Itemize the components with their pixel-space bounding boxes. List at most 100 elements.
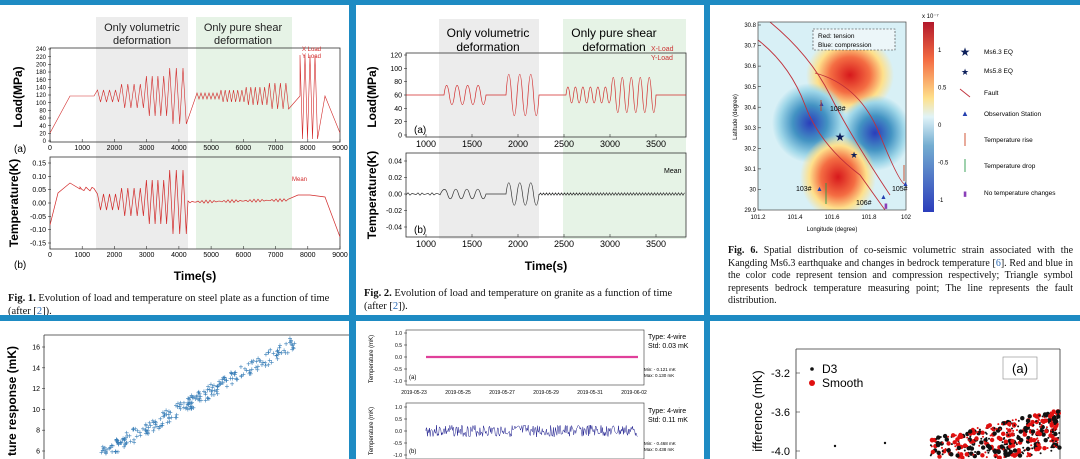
- x-tick-label: 2500: [554, 139, 574, 149]
- load-tick-label: 0: [398, 132, 402, 139]
- scatter-point: +: [290, 345, 295, 354]
- temp-tick-label: 0.05: [32, 187, 46, 194]
- tag-a: (a): [409, 375, 416, 381]
- ref-link[interactable]: 6: [995, 257, 1001, 269]
- diff-point: [1033, 446, 1036, 449]
- diff-point: [936, 450, 941, 455]
- scatter-point: +: [110, 442, 115, 451]
- scatter-point: +: [276, 350, 281, 359]
- triangle-icon: ▲: [880, 194, 887, 201]
- ts-b-y-label: Temperature (mK): [369, 407, 375, 455]
- temperature-curve: [405, 182, 685, 206]
- diff-point: [1022, 452, 1025, 455]
- scatter-point: +: [269, 358, 274, 367]
- ref-link[interactable]: 2: [392, 300, 399, 312]
- scatter-point: +: [179, 400, 184, 409]
- diff-point: [929, 454, 932, 457]
- temp-x-ticks: 0 1000 2000 3000 4000 5000 6000 7000 8000 9000: [48, 246, 348, 259]
- scatter-point: +: [275, 346, 280, 355]
- scatter-point: +: [282, 346, 287, 355]
- temp-tick-label: 0.00: [388, 191, 402, 198]
- scatter-point: +: [267, 356, 272, 365]
- diff-point: [1026, 422, 1029, 425]
- scatter-point: +: [186, 400, 191, 409]
- scatter-point: +: [196, 387, 201, 396]
- scatter-y-ticks: 16 14 12 10 8 6: [32, 344, 45, 455]
- scatter-point: +: [258, 357, 263, 366]
- scatter-point: +: [147, 419, 152, 428]
- scatter-point: +: [146, 423, 151, 432]
- scatter-point: +: [215, 389, 220, 398]
- ts-b-y-ticks: 1.0 0.5 0.0 -0.5 -1.0: [393, 405, 407, 459]
- diff-point: [1007, 434, 1010, 437]
- diff-point: [972, 453, 975, 456]
- diff-point: [883, 441, 887, 445]
- diff-point: [1045, 426, 1048, 429]
- scatter-point: +: [174, 413, 179, 422]
- legend-mean: Mean: [664, 168, 682, 175]
- scatter-point: +: [120, 436, 125, 445]
- diff-point: [1012, 450, 1015, 453]
- load-axis-label: Load(MPa): [11, 66, 25, 127]
- scatter-point: +: [285, 349, 290, 358]
- ms63-star-icon: ★: [835, 130, 846, 144]
- scatter-point: +: [278, 341, 283, 350]
- panel-tag: (a): [1012, 361, 1028, 376]
- scatter-point: +: [124, 434, 129, 443]
- legend-item: Temperature rise: [984, 137, 1033, 144]
- load-axis-label: Load(MPa): [365, 66, 379, 127]
- scatter-point: +: [222, 373, 227, 382]
- tag-a: (a): [14, 144, 26, 155]
- diff-point: [941, 446, 943, 449]
- diff-point: [976, 427, 979, 429]
- scatter-point: +: [205, 386, 210, 395]
- temp-y-ticks: 0.04 0.02 0.00 -0.02 -0.04: [386, 158, 407, 231]
- scatter-point: +: [232, 368, 237, 377]
- scatter-point: +: [108, 443, 113, 452]
- star-icon: ★: [961, 67, 969, 77]
- scatter-point: +: [132, 435, 137, 444]
- scatter-point: +: [122, 443, 127, 452]
- scatter-point: +: [189, 391, 194, 400]
- no-change-icon: ▮: [884, 203, 888, 210]
- scatter-point: +: [116, 439, 121, 448]
- diff-point: [1025, 418, 1031, 424]
- scatter-point: +: [234, 374, 239, 383]
- load-tick-label: 180: [36, 70, 47, 76]
- x-tick-label: 0: [48, 145, 52, 152]
- lon-tick-label: 101.2: [750, 215, 766, 221]
- diff-point: [1049, 422, 1054, 427]
- station-108-label: 108#: [830, 106, 846, 113]
- ref-link[interactable]: 2: [36, 305, 43, 316]
- scatter-point: +: [173, 413, 178, 422]
- diff-points: [833, 409, 1062, 459]
- triangle-icon: ▲: [902, 181, 909, 188]
- diff-point: [1006, 452, 1011, 457]
- difference-plot: -3.2 -3.6 -4.0 ifference (mK) D3 Smooth (a…: [750, 348, 1062, 459]
- temp-tick-label: -0.02: [386, 208, 402, 215]
- diff-point: [959, 452, 964, 457]
- scatter-point: +: [244, 366, 249, 375]
- diff-point: [1003, 443, 1006, 446]
- diff-point: [833, 444, 837, 448]
- load-tick-label: 100: [390, 66, 402, 73]
- scatter-tick-label: 10: [32, 407, 40, 414]
- scatter-point: +: [105, 445, 110, 454]
- diff-point: [1039, 452, 1042, 455]
- diff-point: [1025, 446, 1031, 452]
- scatter-point: +: [224, 376, 229, 385]
- scatter-point: +: [167, 418, 172, 427]
- diff-y-ticks: -3.2 -3.6 -4.0: [771, 368, 800, 458]
- scatter-point: +: [144, 429, 149, 438]
- scatter-point: +: [188, 398, 193, 407]
- scatter-point: +: [138, 428, 143, 437]
- colorbar-ticks: 1 0.5 0 -0.5 -1: [938, 48, 949, 204]
- load-tick-label: 40: [39, 124, 46, 130]
- diff-point: [955, 453, 960, 458]
- scatter-point: +: [206, 394, 211, 403]
- diff-point: [937, 454, 942, 459]
- diff-point: [929, 439, 932, 441]
- ts-a-y-label: Temperature (mK): [369, 335, 375, 383]
- scatter-point: +: [225, 382, 230, 391]
